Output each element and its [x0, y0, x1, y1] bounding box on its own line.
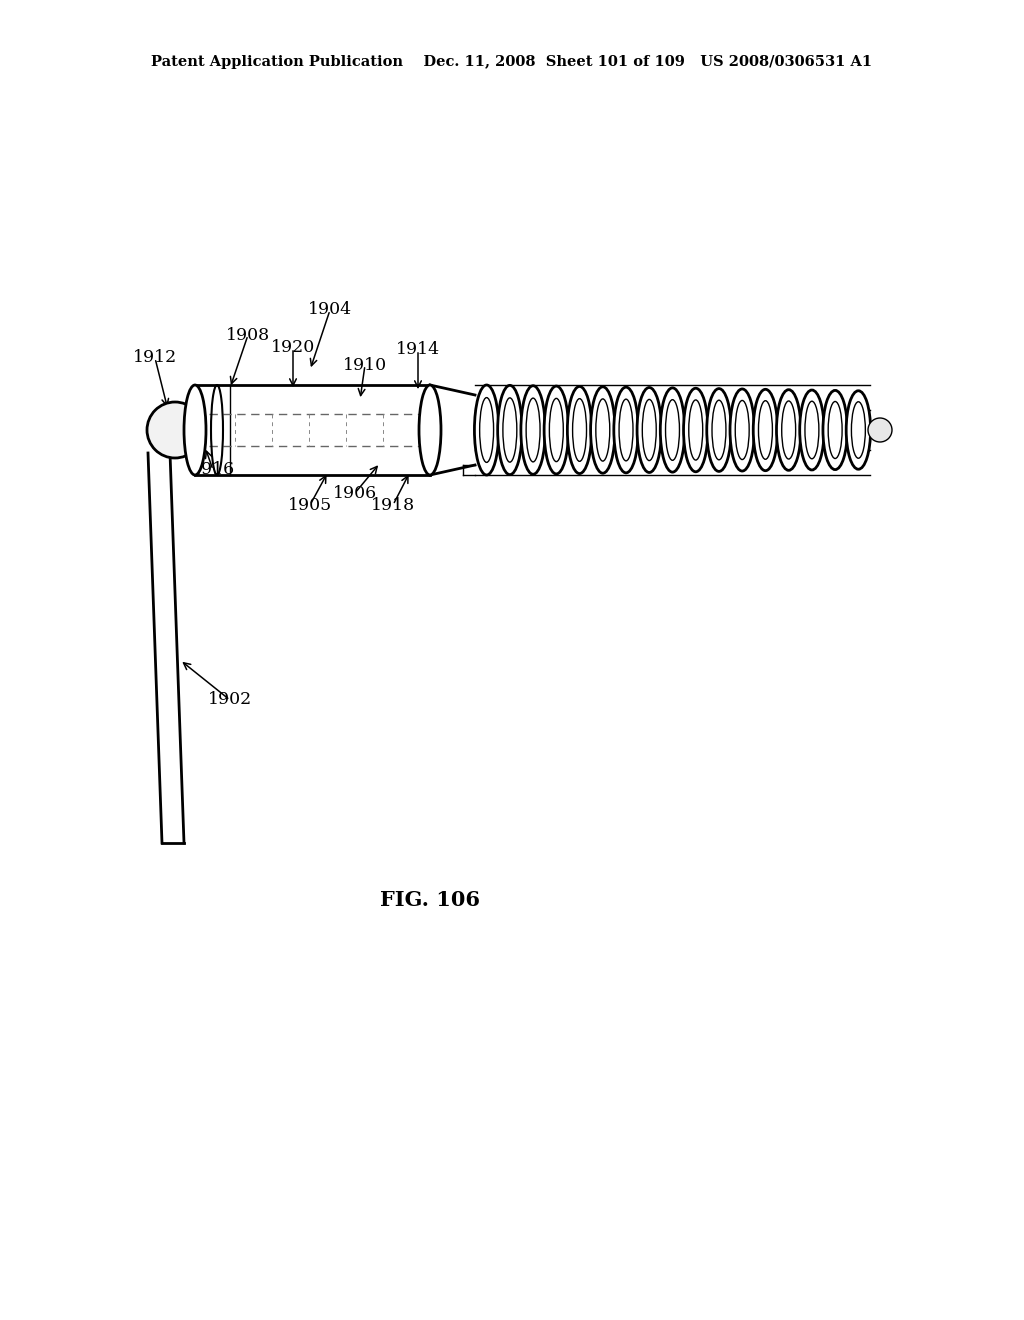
Ellipse shape — [754, 389, 777, 471]
FancyBboxPatch shape — [195, 385, 430, 475]
Ellipse shape — [184, 385, 206, 475]
Ellipse shape — [660, 388, 685, 473]
Text: Patent Application Publication    Dec. 11, 2008  Sheet 101 of 109   US 2008/0306: Patent Application Publication Dec. 11, … — [152, 55, 872, 69]
Ellipse shape — [800, 389, 824, 470]
Text: 1905: 1905 — [288, 496, 332, 513]
Ellipse shape — [613, 387, 638, 473]
Text: 1902: 1902 — [208, 692, 252, 709]
Ellipse shape — [521, 385, 546, 474]
Ellipse shape — [544, 385, 568, 474]
Ellipse shape — [730, 389, 755, 471]
Text: 1908: 1908 — [226, 326, 270, 343]
Ellipse shape — [684, 388, 708, 471]
Text: 1920: 1920 — [271, 339, 315, 356]
Text: 1914: 1914 — [396, 342, 440, 359]
Circle shape — [868, 418, 892, 442]
Text: 1916: 1916 — [190, 462, 236, 479]
Text: 1912: 1912 — [133, 350, 177, 367]
Text: 1910: 1910 — [343, 356, 387, 374]
Ellipse shape — [498, 385, 522, 475]
Circle shape — [147, 403, 203, 458]
Text: 1904: 1904 — [308, 301, 352, 318]
Ellipse shape — [707, 388, 731, 471]
Ellipse shape — [776, 389, 801, 470]
Ellipse shape — [567, 387, 592, 474]
Ellipse shape — [591, 387, 615, 473]
Ellipse shape — [474, 385, 499, 475]
Ellipse shape — [419, 385, 441, 475]
Ellipse shape — [637, 388, 662, 473]
Text: 1906: 1906 — [333, 484, 377, 502]
Ellipse shape — [823, 391, 847, 470]
Text: FIG. 106: FIG. 106 — [380, 890, 480, 909]
Text: 1918: 1918 — [371, 496, 415, 513]
Ellipse shape — [846, 391, 870, 469]
